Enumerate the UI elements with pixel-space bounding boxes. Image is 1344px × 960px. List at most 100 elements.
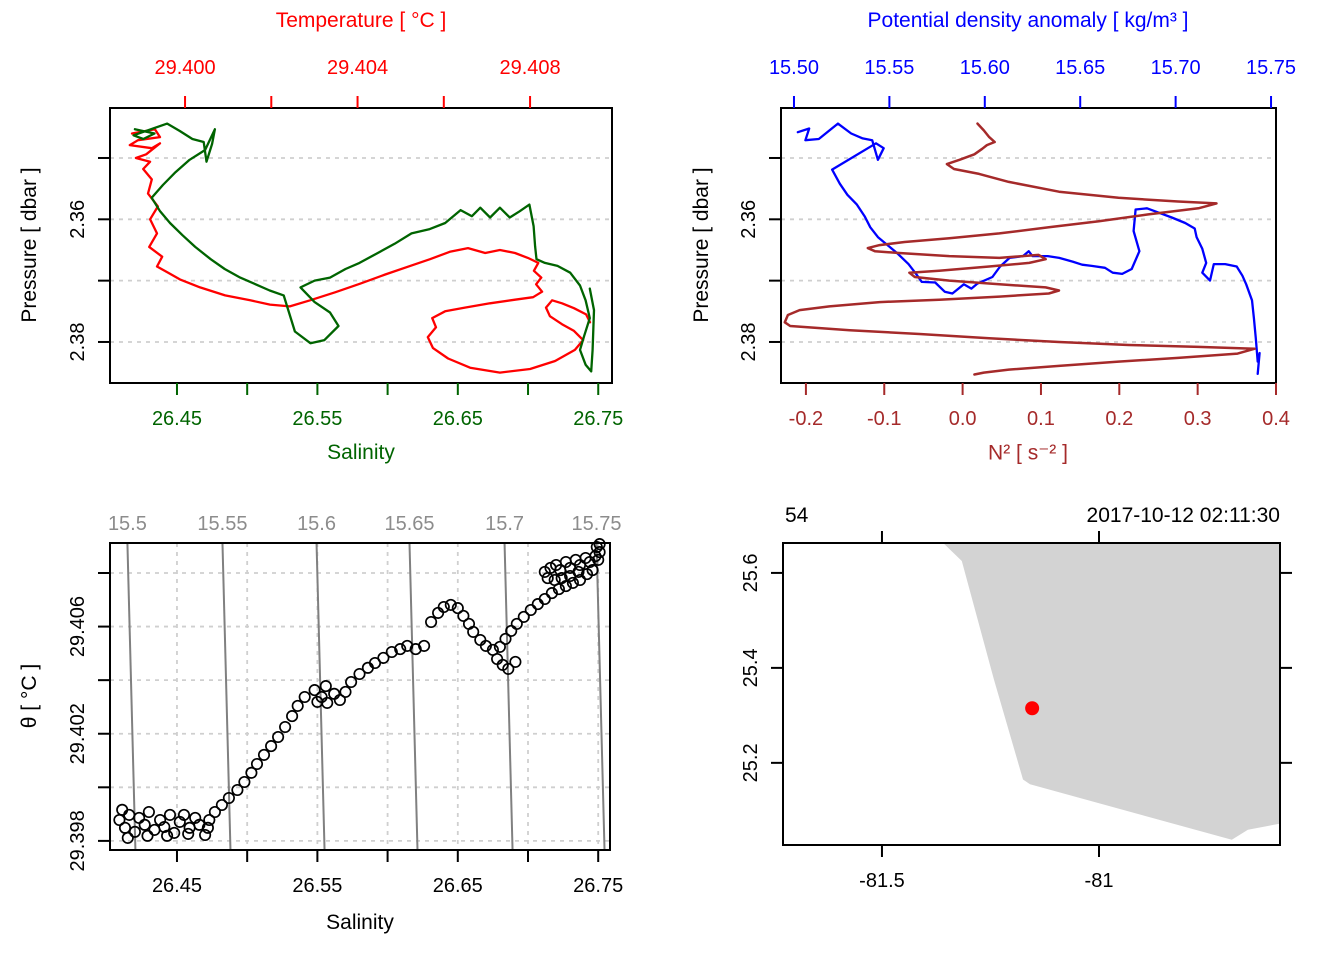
tick-label: 25.2 (740, 743, 762, 782)
pressure-axis-title-left: Pressure [ dbar ] (18, 167, 41, 323)
tick-label: 25.4 (740, 648, 762, 687)
ts-scatter-point (319, 680, 332, 693)
tick-label: -0.1 (867, 408, 901, 430)
isopycnal-line (126, 542, 137, 851)
ts-scatter-point (531, 598, 544, 611)
ts-scatter-point (457, 609, 470, 622)
isopycnal-line (221, 542, 232, 851)
ts-scatter-point (199, 828, 212, 842)
ts-scatter-point (593, 538, 606, 551)
ts-scatter-point (377, 651, 390, 664)
ts-scatter-point (385, 645, 398, 659)
ts-scatter-point (590, 540, 603, 554)
ts-scatter-point (215, 798, 228, 812)
ts-scatter-point (163, 808, 177, 821)
ts-scatter-point (141, 829, 154, 842)
isopycnal-line (595, 542, 606, 851)
ts-scatter-point (432, 606, 445, 619)
n2-profile (783, 122, 1257, 376)
tick-label: 29.398 (67, 810, 89, 871)
ts-scatter-point (116, 803, 129, 816)
tick-label: 15.75 (1246, 57, 1296, 79)
ts-scatter-point (437, 600, 450, 614)
tick-label: -81 (1085, 870, 1114, 892)
ts-scatter-point (555, 572, 568, 585)
ts-scatter-point (444, 598, 457, 611)
tick-label: 29.400 (154, 57, 215, 79)
ts-scatter-point (201, 821, 214, 834)
tick-label: 15.70 (1151, 57, 1201, 79)
ts-scatter-point (138, 818, 151, 831)
ts-scatter-point (538, 592, 551, 606)
tick-label: 26.65 (433, 408, 483, 430)
tick-label: 0.0 (949, 408, 977, 430)
coastline-land (943, 543, 1280, 840)
tick-label: -81.5 (859, 870, 905, 892)
ts-scatter-point (311, 695, 324, 708)
tick-label: 29.404 (327, 57, 388, 79)
ts-scatter-point (128, 825, 141, 838)
tick-label: 29.402 (67, 703, 89, 764)
salinity-axis-title-top-left: Salinity (327, 441, 395, 464)
pressure-axis-title-right: Pressure [ dbar ] (690, 167, 713, 323)
ts-pressure-profiles: 29.400 29.404 29.408 26.45 26.55 26.65 26.75 2.… (67, 57, 623, 430)
isopycnal-line (503, 542, 514, 851)
ts-scatter-point (222, 791, 235, 805)
ts-scatter-point (308, 684, 321, 697)
isopycnal-line (408, 542, 419, 851)
tick-label: 26.45 (152, 408, 202, 430)
tick-label: 29.406 (67, 596, 89, 657)
ts-scatter-point (279, 720, 292, 734)
tick-label: 0.3 (1184, 408, 1212, 430)
isopycnal-label: 15.7 (485, 513, 524, 535)
ts-scatter-point (564, 569, 577, 583)
ts-scatter-point (208, 805, 221, 819)
ts-scatter-point (148, 823, 161, 836)
ts-scatter-point (524, 603, 537, 617)
plot-box (780, 107, 1277, 384)
ts-scatter-point (499, 632, 512, 645)
tick-label: 26.75 (573, 875, 623, 897)
ts-scatter-point (353, 667, 366, 681)
ts-scatter-point (418, 639, 431, 652)
station-map: -81.5 -81 25.6 25.4 25.2 (740, 531, 1292, 892)
isopycnal-line (315, 542, 326, 851)
ts-scatter-point (245, 766, 258, 779)
tick-label: 2.38 (67, 323, 89, 362)
ts-scatter-point (345, 675, 358, 689)
ts-scatter-point (339, 685, 352, 698)
ts-scatter-point (238, 775, 251, 789)
ts-scatter-point (394, 643, 407, 656)
temperature-profile (128, 128, 592, 374)
tick-label: 26.55 (292, 875, 342, 897)
isopycnal-label: 15.75 (571, 513, 621, 535)
station-datetime: 2017-10-12 02:11:30 (1086, 504, 1280, 527)
tick-label: 15.60 (960, 57, 1010, 79)
ts-scatter-point (580, 568, 594, 581)
ts-scatter-point (203, 813, 216, 827)
temperature-axis-title: Temperature [ °C ] (275, 9, 447, 32)
ts-scatter-point (333, 693, 346, 707)
ts-scatter-point (510, 617, 523, 630)
tick-label: 2.36 (67, 200, 89, 239)
ts-scatter-point (123, 808, 136, 821)
ts-scatter-point (272, 730, 285, 744)
ts-diagram: 15.5 15.55 15.6 15.65 15.7 15.75 26.45 26.55 26.… (67, 513, 623, 897)
tick-label: 15.55 (864, 57, 914, 79)
ts-scatter-point (161, 829, 174, 842)
ts-scatter-point (298, 690, 311, 704)
plot-box (109, 542, 611, 851)
ts-scatter-point (566, 576, 579, 589)
tick-label: 2.38 (738, 323, 760, 362)
tick-label: 25.6 (740, 553, 762, 592)
ts-scatter-point (328, 687, 341, 700)
tick-label: 26.45 (152, 875, 202, 897)
tick-label: 0.1 (1027, 408, 1055, 430)
salinity-axis-title-bottom-left: Salinity (326, 911, 394, 934)
isopycnal-label: 15.5 (108, 513, 147, 535)
plot-box (782, 542, 1281, 846)
ts-scatter-point (541, 572, 554, 585)
tick-label: 15.50 (769, 57, 819, 79)
tick-label: 26.55 (292, 408, 342, 430)
density-anomaly-profile (796, 122, 1261, 376)
